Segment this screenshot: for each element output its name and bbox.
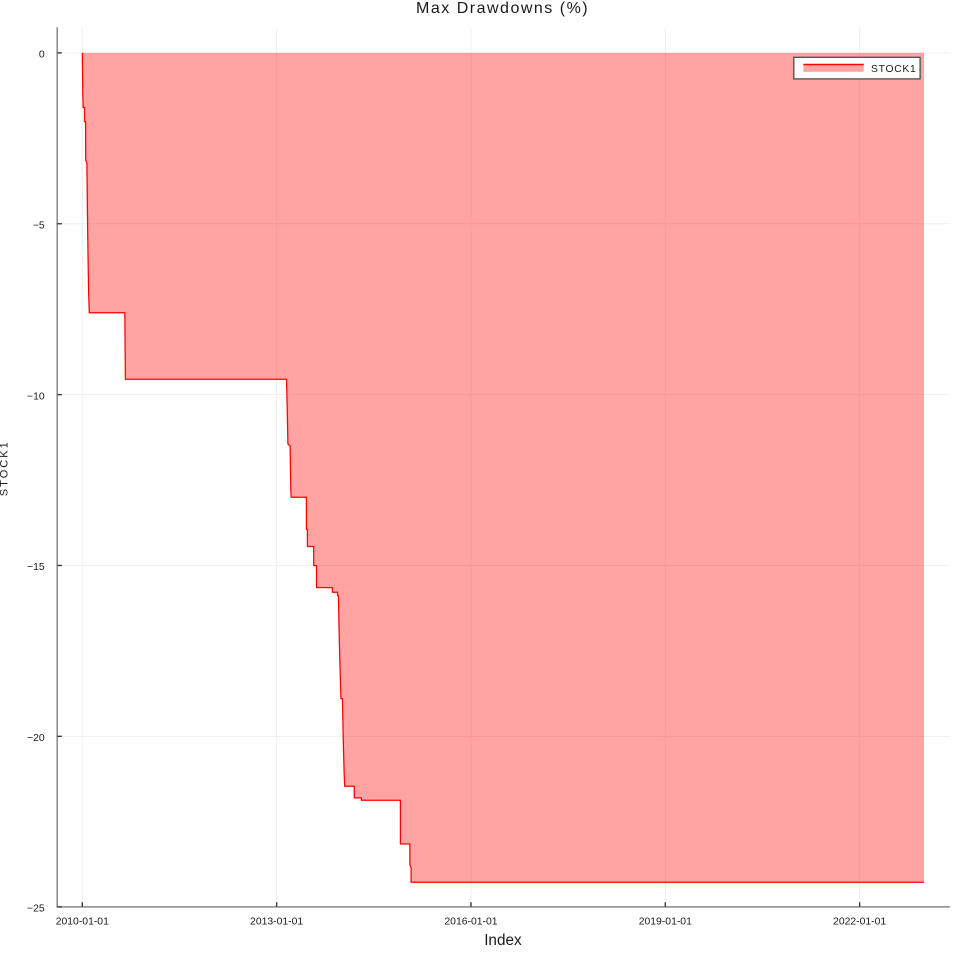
svg-text:STOCK1: STOCK1 <box>0 440 11 496</box>
svg-text:−25: −25 <box>27 904 45 915</box>
svg-text:2010-01-01: 2010-01-01 <box>56 917 109 928</box>
svg-text:STOCK1: STOCK1 <box>871 64 917 75</box>
svg-text:2013-01-01: 2013-01-01 <box>250 917 303 928</box>
svg-text:−5: −5 <box>33 221 45 232</box>
svg-text:−10: −10 <box>27 391 45 402</box>
svg-text:−20: −20 <box>27 733 45 744</box>
svg-text:Index: Index <box>484 932 522 949</box>
svg-text:2019-01-01: 2019-01-01 <box>639 917 692 928</box>
svg-text:Max Drawdowns (%): Max Drawdowns (%) <box>416 0 589 17</box>
svg-text:−15: −15 <box>27 562 45 573</box>
svg-text:2016-01-01: 2016-01-01 <box>444 917 497 928</box>
svg-text:0: 0 <box>39 50 45 61</box>
svg-text:2022-01-01: 2022-01-01 <box>833 917 886 928</box>
